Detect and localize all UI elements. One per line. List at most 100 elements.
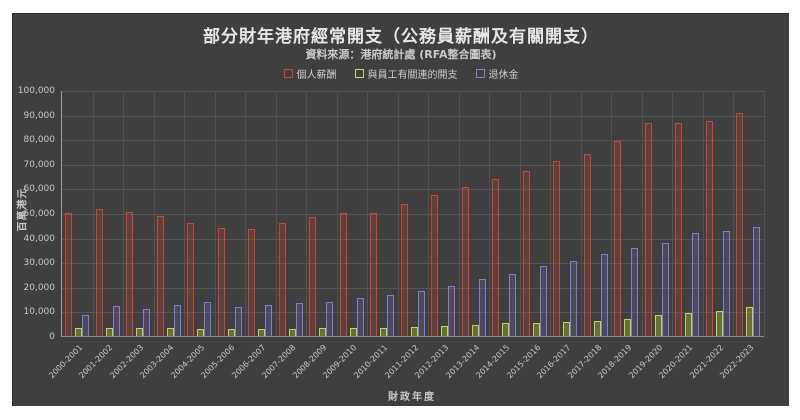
y-tick-label: 60,000 [23,184,56,195]
bar-pensions [600,254,608,337]
bar-staff-related [105,328,113,337]
legend-swatch-red-icon [283,69,293,78]
bar-pensions [448,285,456,337]
plot-area [61,91,765,337]
bar-pensions [234,306,242,337]
legend-item-personal-emoluments: 個人薪酬 [283,66,337,81]
x-axis-line [62,336,764,337]
gridline-vertical [397,91,399,337]
bar-personal-emoluments [461,186,469,337]
legend-item-staff-related: 與員工有關連的開支 [354,66,458,81]
bar-personal-emoluments [278,222,286,337]
bar-staff-related [593,320,601,337]
bar-personal-emoluments [126,211,134,337]
y-tick-label: 10,000 [23,307,56,318]
legend: 個人薪酬 與員工有關連的開支 退休金 [13,66,789,81]
gridline-vertical [702,91,704,337]
legend-swatch-purple-icon [475,69,485,78]
bar-staff-related [685,313,693,337]
bar-personal-emoluments [553,160,561,337]
bar-pensions [265,305,273,337]
bar-staff-related [288,328,296,337]
gridline-vertical [336,91,338,337]
bar-personal-emoluments [309,216,317,337]
bar-staff-related [654,314,662,337]
legend-label: 退休金 [488,70,519,81]
bar-staff-related [136,328,144,337]
chart-subtitle: 資料來源：港府統計處 (RFA整合圖表) [305,48,497,61]
bar-personal-emoluments [431,194,439,337]
bar-personal-emoluments [187,223,195,337]
bar-personal-emoluments [492,178,500,337]
legend-label: 與員工有關連的開支 [367,70,458,81]
gridline-vertical [214,91,216,337]
bar-pensions [478,279,486,337]
bar-personal-emoluments [65,212,72,337]
bar-pensions [753,226,761,337]
gridline-vertical [153,91,155,337]
gridline-horizontal [62,164,764,166]
bar-personal-emoluments [583,153,591,337]
bar-staff-related [349,328,357,337]
gridline-horizontal [62,238,764,240]
gridline-vertical [184,91,186,337]
gridline-vertical [275,91,277,337]
gridline-vertical [92,91,94,337]
gridline-vertical [123,91,125,337]
bar-pensions [387,295,395,337]
bar-pensions [204,302,212,337]
y-tick-label: 100,000 [17,86,55,96]
bar-pensions [326,301,334,337]
gridline-vertical [550,91,552,337]
legend-swatch-green-icon [354,69,364,78]
bar-personal-emoluments [675,122,683,337]
bar-pensions [112,306,120,337]
chart-title: 部分財年港府經常開支（公務員薪酬及有關開支） [203,27,599,47]
gridline-vertical [367,91,369,337]
gridline-vertical [245,91,247,337]
gridline-horizontal [62,189,764,191]
gridline-vertical [611,91,613,337]
gridline-vertical [519,91,521,337]
bar-staff-related [563,322,571,337]
gridline-horizontal [62,91,764,92]
gridline-vertical [458,91,460,337]
bar-staff-related [746,306,754,337]
bar-staff-related [410,327,418,337]
y-tick-label: 80,000 [23,135,56,146]
gridline-vertical [306,91,308,337]
legend-item-pensions: 退休金 [475,66,519,81]
gridline-vertical [672,91,674,337]
bar-staff-related [319,328,327,337]
bar-staff-related [258,328,266,337]
bar-personal-emoluments [95,208,103,337]
bar-personal-emoluments [736,113,744,337]
bar-pensions [722,230,730,337]
gridline-horizontal [62,115,764,117]
gridline-horizontal [62,287,764,289]
bar-pensions [143,309,151,337]
bar-pensions [692,232,700,337]
y-tick-label: 0 [49,332,55,342]
bar-personal-emoluments [339,213,347,337]
bar-pensions [417,291,425,337]
bar-pensions [295,303,303,337]
legend-label: 個人薪酬 [296,70,337,81]
bar-staff-related [441,325,449,337]
bar-personal-emoluments [522,170,530,337]
bar-staff-related [166,328,174,337]
x-axis-title: 財政年度 [388,392,436,403]
y-tick-label: 20,000 [23,282,56,293]
bar-staff-related [380,327,388,337]
bar-staff-related [715,311,723,337]
y-tick-label: 40,000 [23,233,56,244]
gridline-vertical [580,91,582,337]
bar-personal-emoluments [217,227,225,337]
gridline-horizontal [62,263,764,265]
bar-pensions [82,315,89,337]
y-tick-label: 50,000 [23,209,56,219]
bar-staff-related [532,322,540,337]
bar-staff-related [502,323,510,337]
gridline-horizontal [62,140,764,142]
y-tick-label: 30,000 [23,258,56,269]
